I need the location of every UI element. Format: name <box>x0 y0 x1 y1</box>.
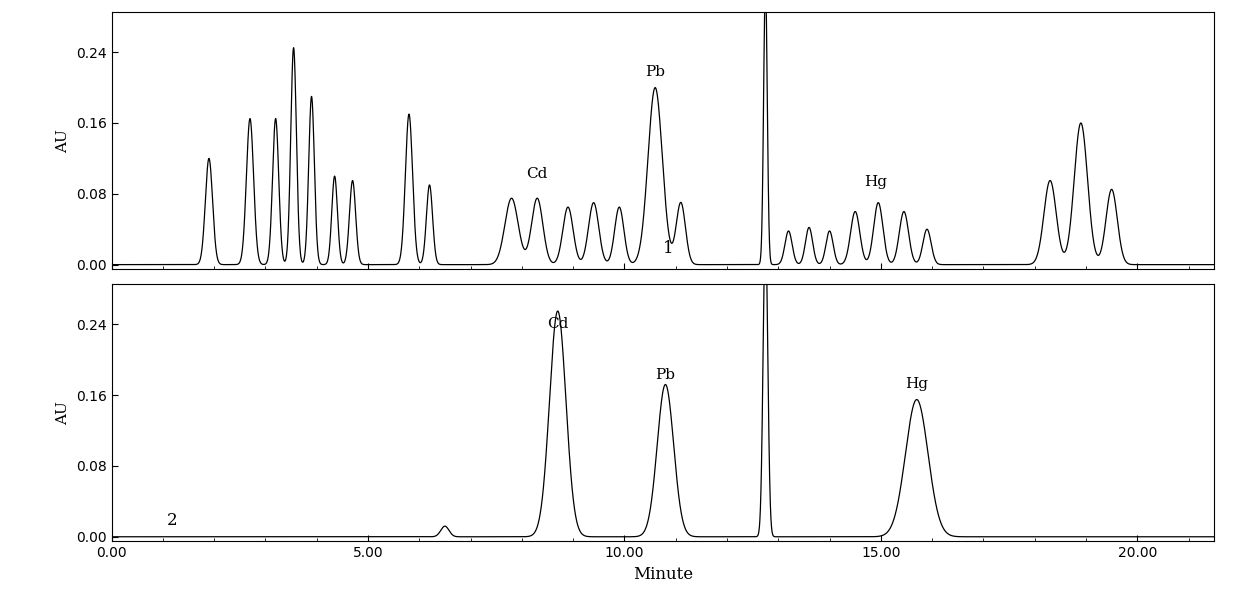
Text: Pb: Pb <box>655 368 675 382</box>
Text: Hg: Hg <box>906 377 928 391</box>
Text: Cd: Cd <box>548 317 569 331</box>
Y-axis label: AU: AU <box>56 401 71 425</box>
Y-axis label: AU: AU <box>56 129 71 153</box>
X-axis label: Minute: Minute <box>633 566 693 582</box>
Text: Pb: Pb <box>646 65 665 79</box>
Text: 2: 2 <box>166 512 177 529</box>
Text: Cd: Cd <box>527 167 548 181</box>
Text: 1: 1 <box>663 240 674 257</box>
Text: Hg: Hg <box>865 175 887 189</box>
